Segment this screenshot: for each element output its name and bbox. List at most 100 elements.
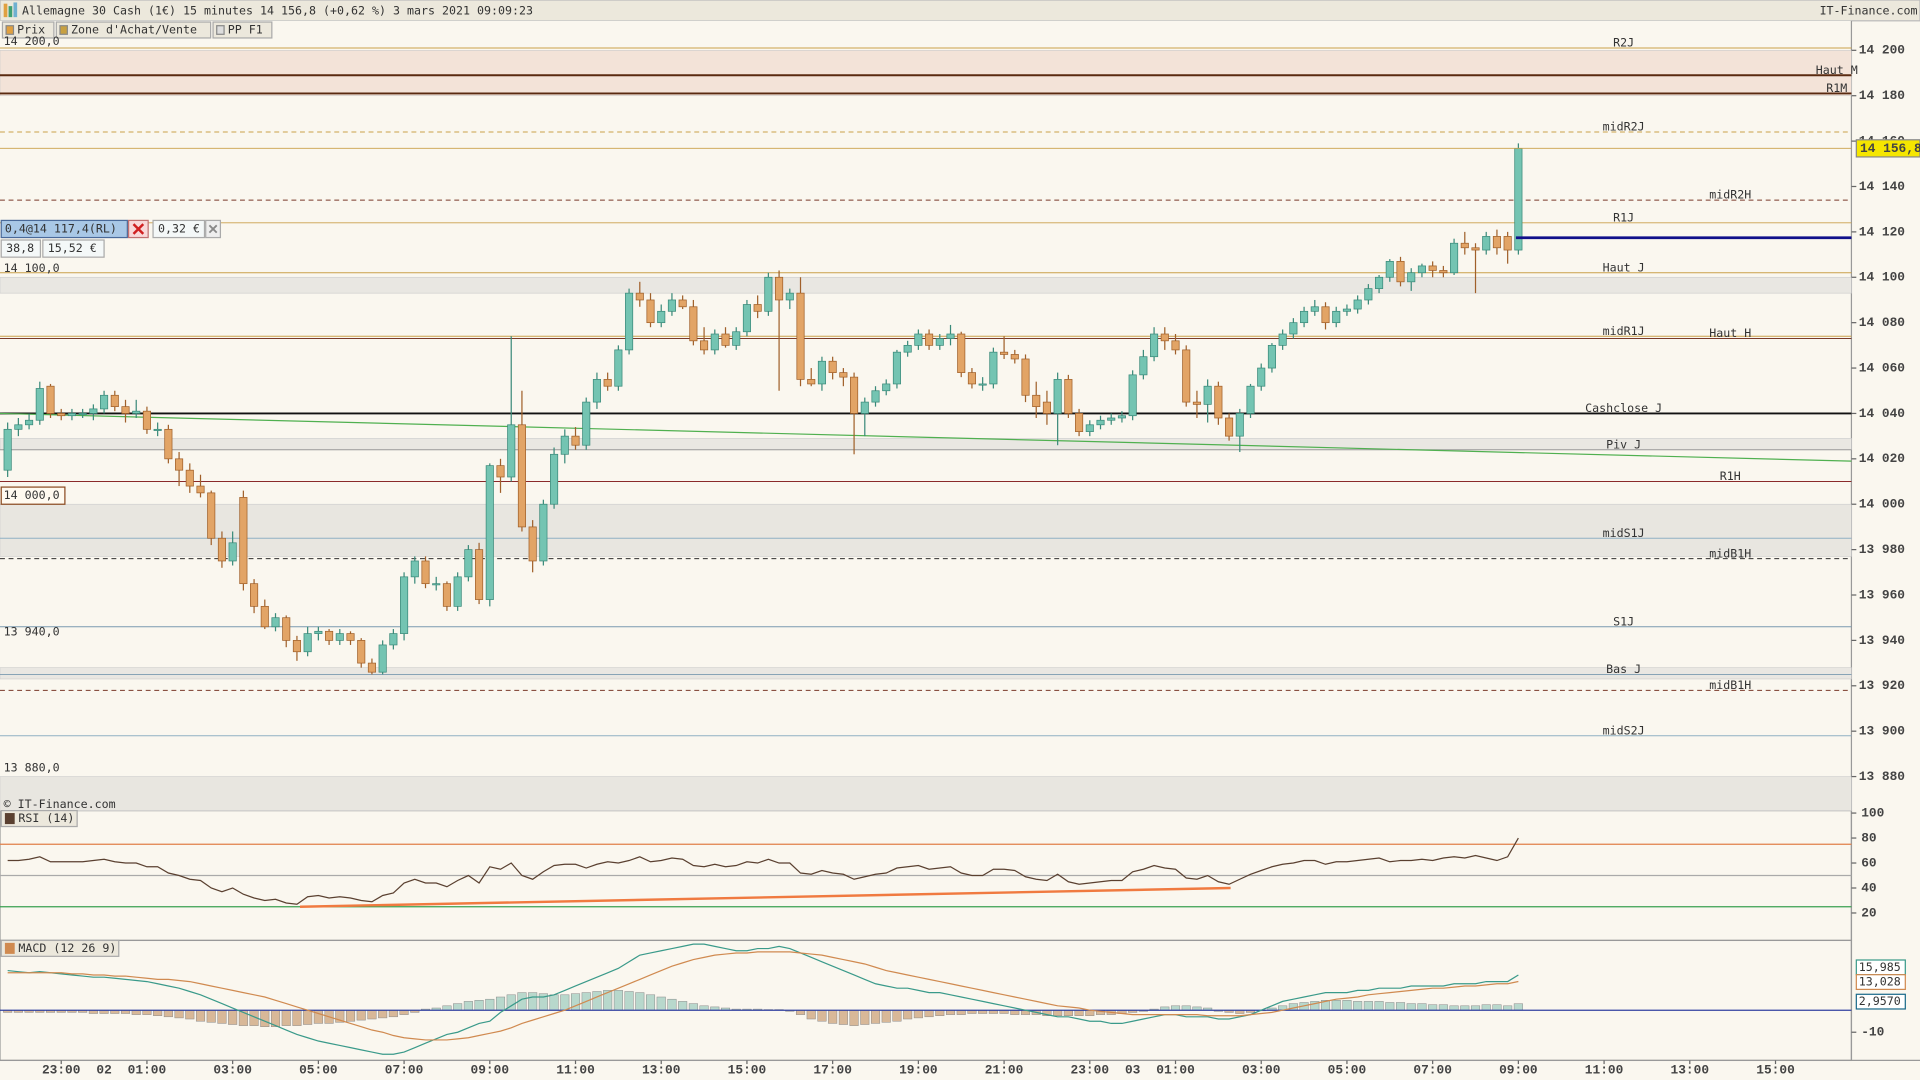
macd-histogram-bar bbox=[1417, 1003, 1427, 1011]
macd-histogram-bar bbox=[1063, 1009, 1073, 1016]
candle-body bbox=[196, 485, 205, 494]
y-tick-label: 40 bbox=[1861, 880, 1876, 895]
x-tick-label: 11:00 bbox=[1585, 1063, 1624, 1078]
macd-histogram-bar bbox=[870, 1009, 881, 1024]
macd-histogram-bar bbox=[1513, 1003, 1523, 1011]
y-tick-label: 80 bbox=[1861, 830, 1876, 845]
y-tick-label: 14 120 bbox=[1859, 224, 1905, 239]
macd-line bbox=[7, 943, 1519, 1055]
y-tick-label: 14 200 bbox=[1859, 43, 1905, 58]
candle-body bbox=[432, 583, 441, 586]
macd-histogram-bar bbox=[260, 1009, 270, 1027]
left-price-label: 13 880,0 bbox=[4, 760, 60, 774]
level-label: midS1J bbox=[1603, 526, 1645, 540]
macd-histogram-bar bbox=[635, 992, 645, 1011]
candle-body bbox=[110, 394, 119, 408]
candle-body bbox=[528, 526, 537, 562]
zone bbox=[0, 276, 1852, 294]
x-tick-label: 09:00 bbox=[471, 1063, 510, 1078]
candle-body bbox=[346, 633, 355, 641]
candle-body bbox=[1278, 333, 1287, 346]
left-price-label: 13 940,0 bbox=[4, 624, 60, 638]
y-tick-label: 13 920 bbox=[1859, 678, 1905, 693]
last-price-tag bbox=[1855, 139, 1920, 158]
candle-body bbox=[775, 276, 784, 301]
y-tick-label: 13 980 bbox=[1859, 542, 1905, 557]
tab-label: Prix bbox=[17, 23, 45, 37]
x-tick-label: 11:00 bbox=[556, 1063, 595, 1078]
stat-box bbox=[42, 239, 105, 258]
candle-body bbox=[871, 390, 880, 403]
candle-body bbox=[453, 576, 462, 607]
panel-icon bbox=[4, 813, 15, 825]
y-tick-label: 13 960 bbox=[1859, 587, 1905, 602]
tab-icon bbox=[5, 25, 15, 35]
candle-body bbox=[78, 413, 87, 416]
candle-body bbox=[1064, 379, 1073, 414]
candle-body bbox=[292, 640, 301, 653]
candle-body bbox=[1492, 236, 1501, 249]
y-tick-label: 14 080 bbox=[1859, 315, 1905, 330]
macd-histogram-bar bbox=[838, 1009, 848, 1025]
candle-body bbox=[121, 406, 130, 414]
macd-histogram-bar bbox=[1385, 1002, 1395, 1011]
candle-body bbox=[678, 299, 687, 308]
macd-histogram-bar bbox=[206, 1009, 216, 1023]
candle-body bbox=[175, 458, 184, 471]
candle-body bbox=[807, 379, 816, 385]
x-tick-label: 19:00 bbox=[899, 1063, 938, 1078]
candle-body bbox=[1171, 340, 1180, 351]
level-label: Cashclose J bbox=[1585, 401, 1662, 415]
candle-body bbox=[989, 351, 998, 385]
level-label: midR2J bbox=[1603, 120, 1645, 134]
candle-body bbox=[517, 424, 526, 528]
macd-panel bbox=[0, 939, 1853, 1062]
candle-body bbox=[882, 383, 891, 392]
y-tick-label: 14 060 bbox=[1859, 360, 1905, 375]
candle-body bbox=[164, 428, 173, 460]
candle-body bbox=[978, 383, 987, 386]
candle-body bbox=[1503, 236, 1512, 251]
level-label: Piv J bbox=[1606, 437, 1641, 451]
macd-histogram-bar bbox=[903, 1009, 913, 1020]
candle-body bbox=[1182, 349, 1191, 403]
candle-body bbox=[592, 379, 601, 403]
macd-histogram-bar bbox=[399, 1009, 409, 1015]
macd-histogram-bar bbox=[806, 1009, 816, 1020]
plot: Prix Zone d'Achat/Vente PP F1 14 200 14 180 1… bbox=[0, 21, 1920, 1078]
candle-body bbox=[260, 605, 269, 628]
candle-body bbox=[1128, 374, 1137, 417]
candle-body bbox=[667, 299, 676, 312]
y-tick-label: 14 000 bbox=[1859, 497, 1905, 512]
candle-body bbox=[785, 292, 794, 301]
macd-histogram-bar bbox=[613, 990, 623, 1011]
x-tick-label: 23:00 bbox=[1071, 1063, 1110, 1078]
macd-histogram-bar bbox=[828, 1009, 838, 1024]
y-tick-label: 14 140 bbox=[1859, 179, 1905, 194]
candle-body bbox=[625, 292, 634, 351]
level-label: Haut M bbox=[1816, 63, 1858, 77]
macd-histogram-bar bbox=[367, 1009, 377, 1020]
x-tick-label: 01:00 bbox=[128, 1063, 167, 1078]
candle-body bbox=[1225, 417, 1234, 437]
candle-body bbox=[14, 424, 23, 430]
candle-body bbox=[892, 351, 901, 385]
x-tick-label: 05:00 bbox=[1328, 1063, 1367, 1078]
candle-body bbox=[1096, 419, 1105, 426]
candle-body bbox=[57, 413, 66, 417]
macd-histogram-bar bbox=[849, 1009, 859, 1026]
x-tick-label: 17:00 bbox=[813, 1063, 852, 1078]
candle-body bbox=[903, 344, 912, 353]
candle-body bbox=[710, 333, 719, 351]
macd-histogram-bar bbox=[924, 1009, 934, 1018]
y-tick-label: 14 020 bbox=[1859, 451, 1905, 466]
candle-body bbox=[689, 306, 698, 342]
candle-body bbox=[421, 560, 430, 585]
candle-body bbox=[1353, 299, 1362, 310]
x-tick-label: 07:00 bbox=[1413, 1063, 1452, 1078]
macd-histogram-bar bbox=[356, 1009, 366, 1021]
macd-histogram-bar bbox=[495, 996, 506, 1011]
candle-body bbox=[89, 408, 98, 414]
candle-body bbox=[335, 633, 344, 641]
macd-histogram-bar bbox=[1428, 1004, 1438, 1011]
